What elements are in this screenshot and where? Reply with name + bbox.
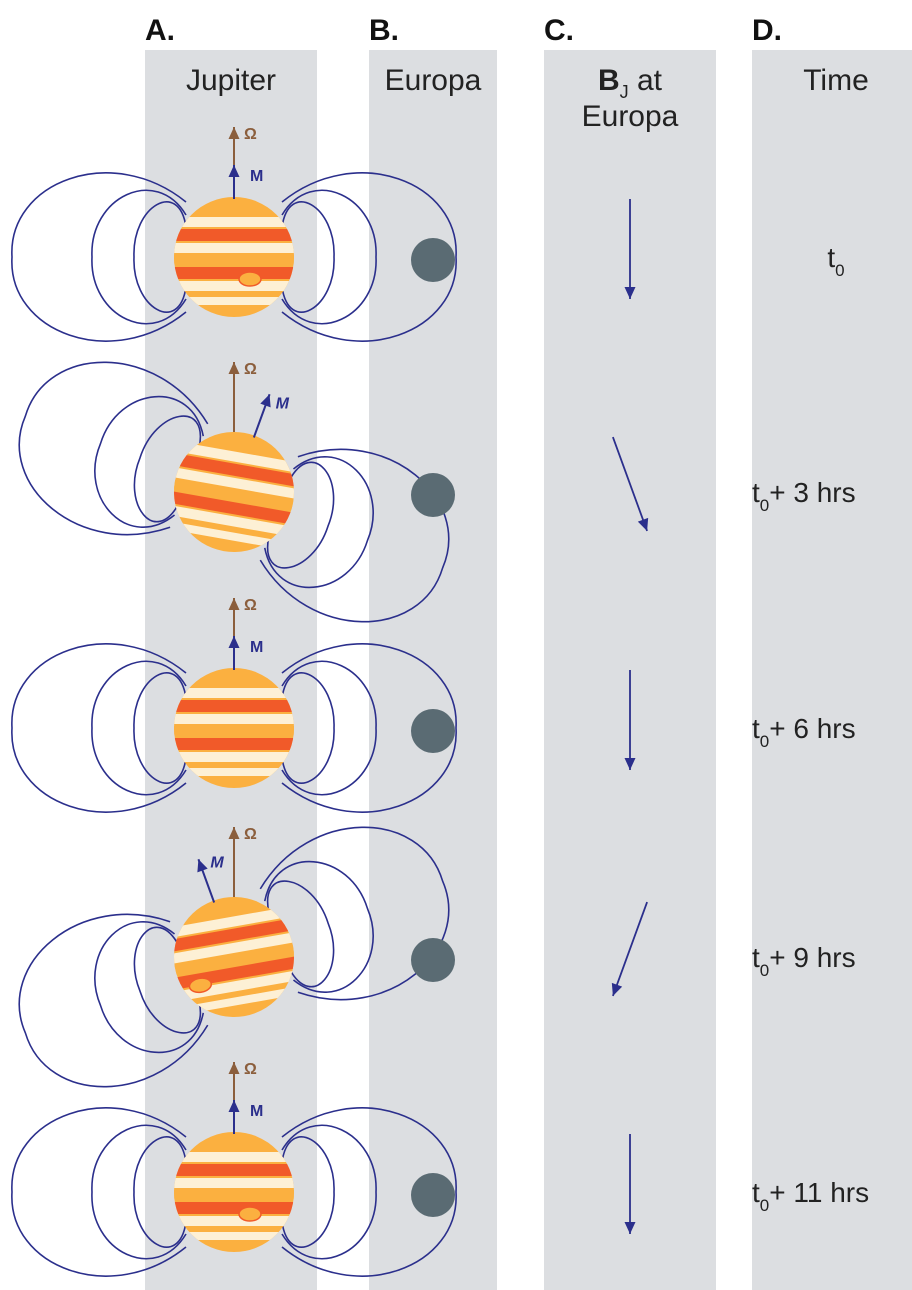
magnetic-moment-arrow [252, 393, 271, 438]
field-vector-arrow [612, 436, 649, 532]
time-label: t0+ 11 hrs [752, 1177, 869, 1215]
time-label-sub: 0 [760, 732, 769, 751]
moment-label: M [250, 1103, 263, 1120]
omega-label: Ω [244, 126, 257, 143]
diagram-row-3: Ω Mt0+ 6 hrs [11, 597, 856, 813]
magnetic-moment-arrow [228, 1100, 240, 1134]
europa-moon [411, 238, 455, 282]
moment-label: M [250, 639, 263, 656]
great-red-spot [238, 1206, 262, 1222]
time-label-t: t [752, 713, 760, 744]
time-label-offset: + 11 hrs [769, 1177, 869, 1208]
jupiter-globe [164, 887, 304, 1027]
column-letter-c: C. [544, 14, 574, 47]
field-lines [11, 172, 457, 342]
time-label-t: t [752, 477, 760, 508]
column-title-field-sub: J [620, 82, 629, 102]
column-letter-a: A. [145, 14, 175, 47]
omega-label: Ω [244, 826, 257, 843]
europa-moon [411, 473, 455, 517]
rotation-axis-arrow [228, 827, 240, 897]
field-lines [18, 826, 450, 1088]
jupiter-globe [174, 197, 294, 317]
omega-label: Ω [244, 1061, 257, 1078]
time-label-t: t [752, 942, 760, 973]
field-lines [11, 1107, 457, 1277]
band-time [752, 50, 912, 1290]
magnetic-moment-arrow [197, 858, 216, 903]
rotation-axis-arrow [228, 362, 240, 432]
time-label-offset: + 3 hrs [769, 477, 855, 508]
field-vector-arrow [624, 670, 636, 770]
time-label: t0 [827, 242, 844, 280]
magnetic-moment-arrow [228, 636, 240, 670]
europa-moon [411, 1173, 455, 1217]
europa-moon [411, 938, 455, 982]
magnetic-moment-arrow [228, 165, 240, 199]
field-vector-arrow [624, 199, 636, 299]
column-letter-d: D. [752, 14, 782, 47]
time-label-t: t [827, 242, 835, 273]
europa-moon [411, 709, 455, 753]
moment-label: M [276, 395, 290, 412]
column-title-time: Time [803, 64, 869, 97]
time-label: t0+ 3 hrs [752, 477, 856, 515]
great-red-spot [238, 271, 262, 287]
jupiter-globe [174, 668, 294, 788]
moment-label: M [210, 854, 224, 871]
time-label: t0+ 9 hrs [752, 942, 856, 980]
time-label-offset: + 9 hrs [769, 942, 855, 973]
omega-label: Ω [244, 597, 257, 614]
jupiter-globe [174, 1132, 294, 1252]
column-title-field: BJ at [598, 64, 663, 102]
column-title-field-rest: at [629, 64, 663, 97]
diagram-row-2: Ω Mt0+ 3 hrs [18, 361, 856, 623]
field-lines [11, 643, 457, 813]
time-label-sub: 0 [760, 496, 769, 515]
time-label-sub: 0 [760, 961, 769, 980]
diagram-row-4: Ω Mt0+ 9 hrs [18, 826, 856, 1088]
column-title-field-b: B [598, 64, 620, 97]
time-label-offset: + 6 hrs [769, 713, 855, 744]
field-lines [18, 361, 450, 623]
great-red-spot [188, 977, 213, 994]
omega-label: Ω [244, 361, 257, 378]
time-label-sub: 0 [835, 261, 844, 280]
jupiter-globe [164, 422, 304, 562]
column-title-field-line2: Europa [582, 100, 679, 133]
time-label-sub: 0 [760, 1196, 769, 1215]
field-vector-arrow [611, 901, 648, 997]
column-title-jupiter: Jupiter [186, 64, 276, 97]
field-vector-arrow [624, 1134, 636, 1234]
column-letter-b: B. [369, 14, 399, 47]
moment-label: M [250, 168, 263, 185]
time-label-t: t [752, 1177, 760, 1208]
diagram-row-5: Ω Mt0+ 11 hrs [11, 1061, 869, 1277]
time-label: t0+ 6 hrs [752, 713, 856, 751]
diagram-row-1: Ω Mt0 [11, 126, 845, 342]
column-title-europa: Europa [385, 64, 482, 97]
